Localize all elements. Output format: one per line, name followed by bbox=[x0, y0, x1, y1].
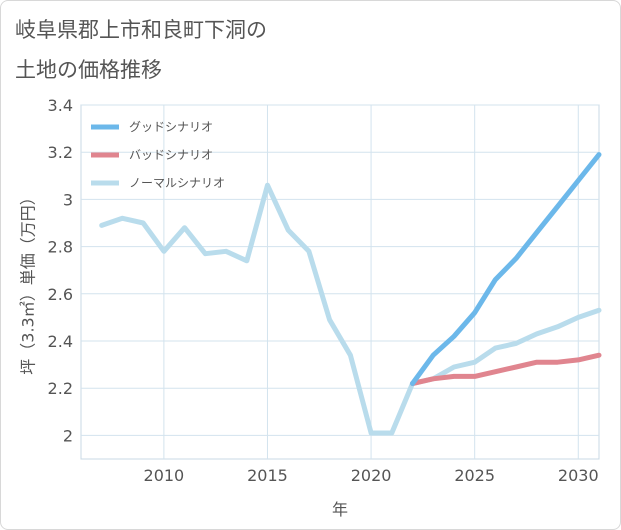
y-tick-label-3: 3 bbox=[63, 190, 73, 209]
legend-label-good-scenario: グッドシナリオ bbox=[129, 120, 213, 134]
series-line-normal-scenario bbox=[99, 182, 602, 436]
x-tick-label-2030: 2030 bbox=[558, 466, 599, 485]
x-tick-label-2015: 2015 bbox=[247, 466, 288, 485]
chart-title-line-1: 岐阜県郡上市和良町下洞の bbox=[15, 18, 267, 42]
x-tick-label-2010: 2010 bbox=[144, 466, 185, 485]
y-tick-label-2.4: 2.4 bbox=[48, 332, 73, 351]
y-tick-label-2.6: 2.6 bbox=[48, 285, 73, 304]
legend-label-normal-scenario: ノーマルシナリオ bbox=[129, 176, 225, 190]
y-tick-label-3.4: 3.4 bbox=[48, 96, 73, 115]
x-tick-label-2020: 2020 bbox=[351, 466, 392, 485]
horizontal-gridlines bbox=[81, 104, 599, 436]
y-axis-title: 坪（3.3㎡）単価（万円） bbox=[19, 189, 38, 374]
x-axis-tick-labels: 2010 2015 2020 2025 2030 bbox=[144, 466, 599, 485]
legend-label-bad-scenario: バッドシナリオ bbox=[129, 148, 213, 162]
y-tick-label-3.2: 3.2 bbox=[48, 143, 73, 162]
chart-title-line-2: 土地の価格推移 bbox=[15, 58, 162, 82]
x-tick-label-2025: 2025 bbox=[454, 466, 495, 485]
plot-area bbox=[80, 104, 600, 460]
series-line-good-scenario bbox=[410, 152, 602, 386]
y-axis-tick-labels: 2 2.2 2.4 2.6 2.8 3 3.2 3.4 bbox=[48, 96, 73, 445]
vertical-gridlines bbox=[163, 105, 579, 459]
x-axis-title: 年 bbox=[332, 500, 348, 519]
y-tick-label-2: 2 bbox=[63, 426, 73, 445]
plot-frame bbox=[80, 104, 600, 460]
y-tick-label-2.8: 2.8 bbox=[48, 238, 73, 257]
series-lines bbox=[99, 152, 602, 436]
series-line-bad-scenario bbox=[410, 352, 602, 386]
y-tick-label-2.2: 2.2 bbox=[48, 379, 73, 398]
